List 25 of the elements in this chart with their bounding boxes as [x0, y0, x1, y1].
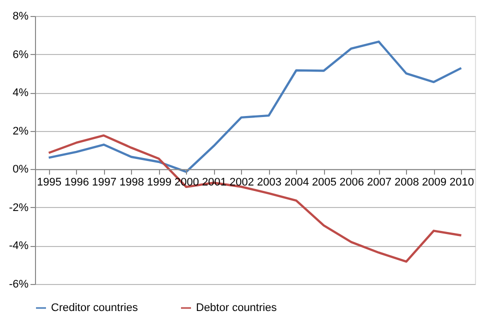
y-tick-label: 4% [12, 87, 29, 100]
y-tick-label: 8% [12, 10, 29, 22]
y-tick-label: -6% [8, 278, 29, 290]
x-tick-label: 2005 [312, 176, 336, 189]
y-tick-label: 2% [12, 125, 29, 138]
x-tick-label: 1997 [92, 176, 116, 189]
x-tick-label: 2004 [284, 176, 309, 189]
x-tick-label: 1996 [64, 176, 89, 189]
y-tick-label: 0% [12, 164, 29, 176]
y-tick-label: -2% [8, 202, 29, 214]
x-tick-label: 2007 [367, 176, 392, 189]
x-tick-label: 1998 [120, 176, 144, 189]
x-tick-label: 2010 [450, 176, 474, 189]
x-tick-label: 1999 [147, 176, 172, 189]
legend-label: Creditor countries [51, 302, 138, 314]
x-tick-label: 1995 [37, 176, 62, 189]
line-series [48, 40, 462, 173]
x-tick-label: 2006 [340, 176, 364, 189]
y-tick-label: -4% [8, 240, 29, 252]
x-tick-label: 2009 [422, 176, 446, 189]
x-tick-label: 2008 [394, 176, 419, 189]
y-tick-label: 6% [12, 48, 29, 61]
legend-label: Debtor countries [196, 302, 278, 314]
x-tick-label: 2003 [257, 176, 282, 189]
x-tick-label: 2002 [230, 176, 254, 189]
